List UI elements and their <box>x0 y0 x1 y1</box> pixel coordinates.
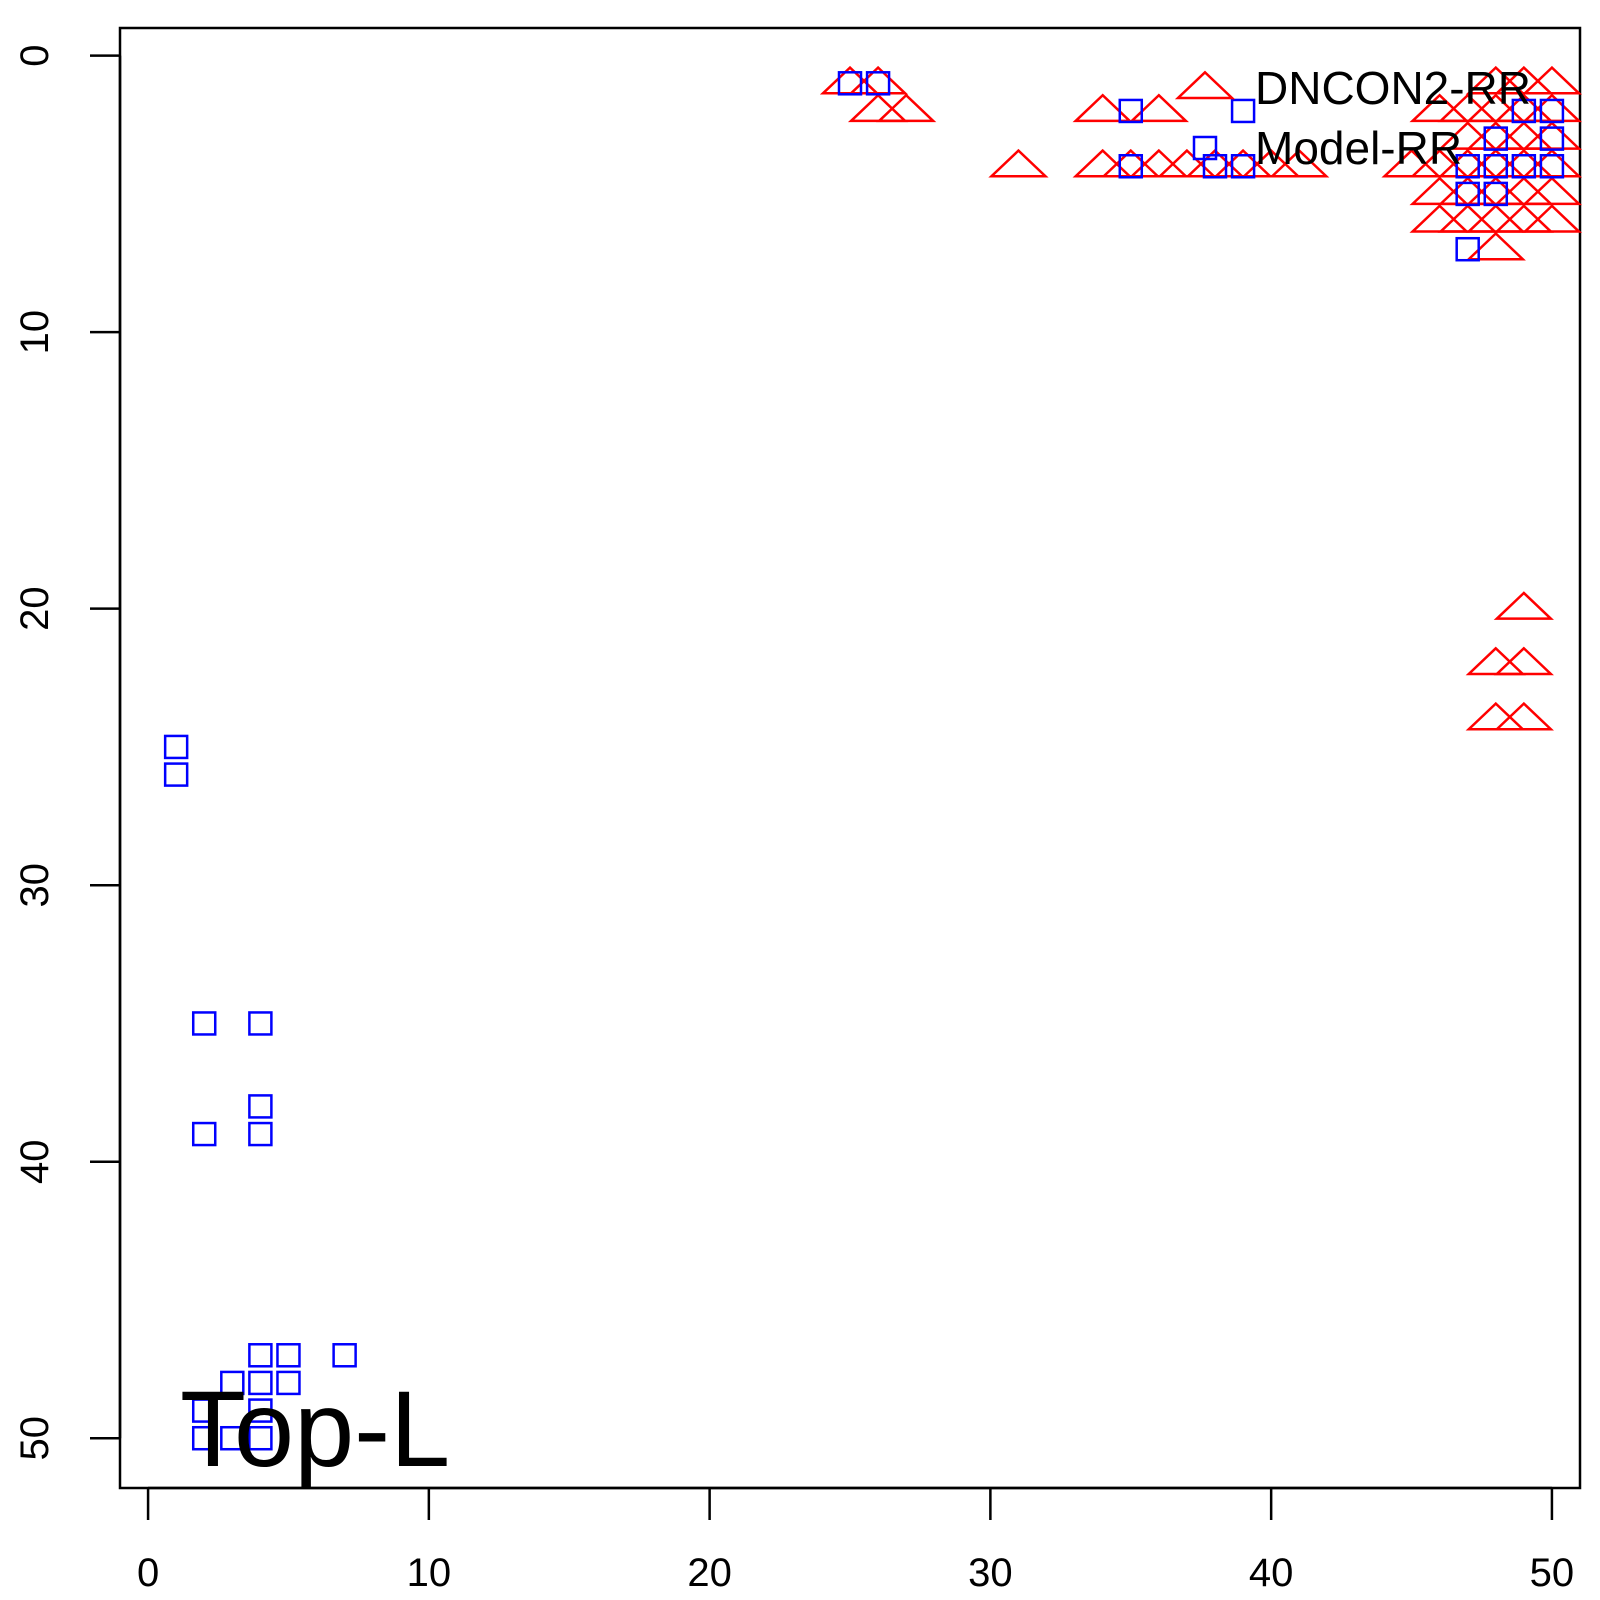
model-rr-point <box>248 1011 273 1036</box>
model-rr-point <box>248 1343 273 1368</box>
model-rr-point <box>191 1398 217 1423</box>
model-rr-point <box>1230 154 1256 179</box>
dncon2-rr-point <box>1493 591 1554 620</box>
legend-label: DNCON2-RR <box>1255 62 1531 114</box>
model-rr-point <box>248 1398 273 1423</box>
model-rr-point <box>220 1425 245 1451</box>
legend: DNCON2-RR Model-RR <box>1174 62 1531 174</box>
model-rr-point <box>163 734 189 760</box>
model-rr-point <box>248 1425 273 1451</box>
model-rr-point <box>1118 154 1144 179</box>
dncon2-rr-point <box>1465 204 1526 233</box>
dncon2-rr-point <box>1465 701 1526 731</box>
model-rr-point <box>248 1121 273 1147</box>
dncon2-rr-point <box>1493 646 1554 676</box>
model-rr-point <box>248 1094 273 1119</box>
x-tick-label: 30 <box>968 1551 1013 1595</box>
dncon2-rr-point <box>847 93 909 123</box>
y-axis: 0 10 20 30 40 50 <box>13 45 122 1461</box>
model-rr-point <box>1511 154 1537 179</box>
model-rr-point <box>1539 126 1565 151</box>
dncon2-rr-point <box>1493 204 1554 233</box>
x-axis: 0 10 20 30 40 50 <box>137 1486 1575 1595</box>
series-dncon2-rr <box>819 65 1583 731</box>
dncon2-rr-point <box>1493 701 1554 731</box>
dncon2-rr-point <box>1465 231 1526 261</box>
model-rr-point <box>191 1425 217 1451</box>
model-rr-point <box>1455 181 1480 207</box>
dncon2-rr-point <box>988 148 1049 178</box>
dncon2-rr-point <box>1521 65 1583 95</box>
model-rr-point <box>220 1370 245 1396</box>
model-rr-point <box>163 762 189 787</box>
model-rr-point <box>1483 181 1509 207</box>
model-rr-point <box>248 1370 273 1396</box>
dncon2-rr-point <box>1437 204 1498 233</box>
plot-frame <box>118 26 1582 1490</box>
dncon2-rr-point <box>1128 93 1189 123</box>
legend-label: Model-RR <box>1255 122 1462 174</box>
model-rr-point <box>1230 98 1256 124</box>
panel-annotation: Top-L <box>180 1368 450 1489</box>
x-tick-label: 40 <box>1249 1551 1294 1595</box>
x-tick-label: 0 <box>137 1551 159 1595</box>
y-tick-label: 20 <box>13 586 57 631</box>
model-rr-point <box>1118 98 1144 124</box>
model-rr-point <box>1539 98 1565 124</box>
model-rr-point <box>191 1011 217 1036</box>
y-tick-label: 40 <box>13 1139 57 1184</box>
legend-model-rr-marker <box>1192 135 1218 161</box>
model-rr-point <box>276 1370 301 1396</box>
dncon2-rr-point <box>1072 93 1133 123</box>
y-tick-label: 50 <box>13 1416 57 1461</box>
x-tick-label: 50 <box>1530 1551 1575 1595</box>
dncon2-rr-point <box>1521 204 1583 233</box>
dncon2-rr-point <box>1409 204 1470 233</box>
model-rr-point <box>837 71 863 96</box>
x-tick-label: 20 <box>687 1551 732 1595</box>
model-rr-point <box>332 1343 357 1368</box>
points-layer <box>163 65 1583 1451</box>
model-rr-point <box>1455 154 1480 179</box>
dncon2-rr-point <box>1521 176 1583 206</box>
y-tick-label: 30 <box>13 863 57 908</box>
model-rr-point <box>276 1343 301 1368</box>
model-rr-point <box>1511 98 1537 124</box>
y-tick-label: 10 <box>13 310 57 355</box>
dncon2-rr-point <box>876 93 937 123</box>
y-tick-label: 0 <box>13 45 57 67</box>
model-rr-point <box>1539 154 1565 179</box>
dncon2-rr-point <box>1465 646 1526 676</box>
model-rr-point <box>1455 236 1480 262</box>
model-rr-point <box>191 1121 217 1147</box>
x-tick-label: 10 <box>407 1551 452 1595</box>
series-model-rr <box>163 71 1565 1451</box>
model-rr-point <box>865 71 891 96</box>
legend-dncon2-rr-marker <box>1174 70 1236 100</box>
model-rr-point <box>1483 126 1509 151</box>
dncon2-rr-point <box>1269 148 1330 178</box>
model-rr-point <box>1483 154 1509 179</box>
